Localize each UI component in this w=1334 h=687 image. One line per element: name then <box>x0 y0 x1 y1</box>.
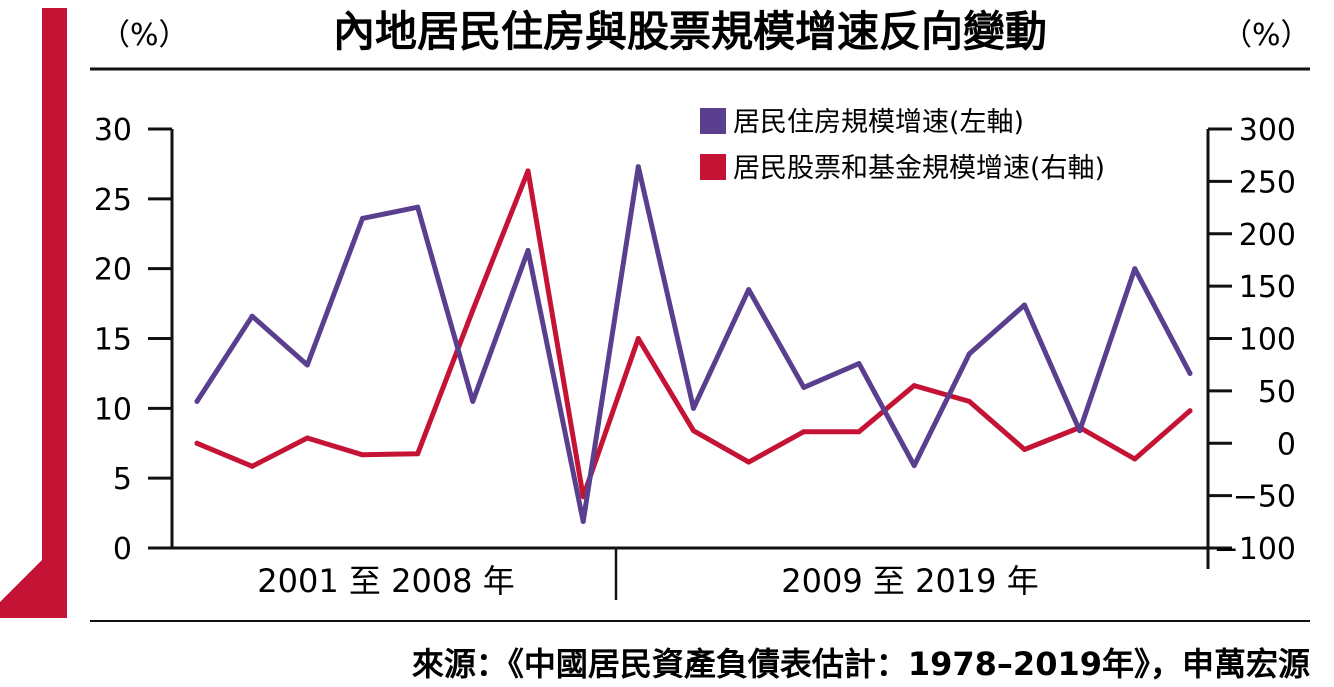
housing-point <box>525 248 531 253</box>
housing-point <box>304 362 310 368</box>
housing-point <box>1077 428 1083 434</box>
right-tick-label: 200 <box>1239 218 1296 253</box>
housing-point <box>856 361 862 367</box>
stock-point <box>525 168 531 174</box>
stock-point <box>746 459 752 465</box>
right-tick-label: 100 <box>1239 323 1296 358</box>
stock-point <box>801 429 807 435</box>
period-label-1: 2001 至 2008 年 <box>257 562 514 600</box>
right-tick-label: −50 <box>1233 480 1296 515</box>
left-tick-label: 0 <box>113 532 132 567</box>
stock-point <box>470 307 476 313</box>
right-tick-label: 50 <box>1258 375 1296 410</box>
legend-label-stocks: 居民股票和基金規模增速(右軸) <box>733 153 1105 184</box>
source-note: 來源：《中國居民資產負債表估計：1978–2019年》，申萬宏源 <box>412 645 1310 683</box>
period-label-2: 2009 至 2019 年 <box>781 562 1038 600</box>
housing-point <box>746 287 752 293</box>
housing-point <box>249 313 255 319</box>
stock-point <box>691 428 696 434</box>
left-tick-label: 5 <box>113 462 132 497</box>
right-tick-label: 150 <box>1239 270 1296 305</box>
left-tick-label: 25 <box>94 183 132 218</box>
housing-point <box>194 398 200 404</box>
housing-point <box>911 463 917 469</box>
housing-point <box>635 164 641 170</box>
series-layer <box>194 164 1193 524</box>
housing-point <box>470 398 476 404</box>
housing-point <box>691 405 696 411</box>
housing-point <box>360 215 365 221</box>
right-tick-label: 250 <box>1239 165 1296 200</box>
legend-label-housing: 居民住房規模增速(左軸) <box>733 107 1024 138</box>
stock-point <box>249 463 255 469</box>
housing-point <box>1022 302 1027 308</box>
stock-point <box>360 452 365 458</box>
legend-swatch-housing <box>700 108 726 134</box>
stock-point <box>856 429 862 435</box>
stock-point <box>635 336 641 341</box>
left-tick-label: 20 <box>94 253 132 288</box>
stock-point <box>194 440 200 446</box>
chart-title: 內地居民住房與股票規模增速反向變動 <box>333 7 1047 56</box>
housing-point <box>1132 266 1138 272</box>
right-axis-unit: （%） <box>1222 18 1311 53</box>
right-tick-label: 300 <box>1239 113 1296 148</box>
left-axis-ticks: 0 5 10 15 20 25 30 <box>94 113 172 567</box>
left-axis-unit: （%） <box>100 18 189 53</box>
right-tick-label: −100 <box>1214 532 1296 567</box>
right-tick-label: 0 <box>1277 427 1296 462</box>
housing-point <box>580 519 586 524</box>
stock-point <box>1187 408 1193 414</box>
left-tick-label: 30 <box>94 113 132 148</box>
stock-point <box>911 383 917 389</box>
stock-fund-growth-line <box>194 168 1193 500</box>
housing-point <box>966 351 972 357</box>
legend-swatch-stocks <box>700 154 726 180</box>
legend: 居民住房規模增速(左軸) 居民股票和基金規模增速(右軸) <box>700 107 1105 184</box>
left-tick-label: 10 <box>94 392 132 427</box>
left-tick-label: 15 <box>94 323 132 358</box>
stock-point <box>415 451 421 457</box>
housing-point <box>1187 370 1193 376</box>
housing-growth-line <box>194 164 1193 524</box>
stock-point <box>1022 447 1027 452</box>
housing-point <box>801 384 807 390</box>
stock-point <box>966 398 972 404</box>
accent-bar <box>0 8 67 618</box>
stock-point <box>304 435 310 441</box>
stock-point <box>1132 456 1138 462</box>
housing-point <box>415 204 421 210</box>
right-axis-ticks: −100 −50 0 50 100 150 200 250 300 <box>1208 113 1296 567</box>
